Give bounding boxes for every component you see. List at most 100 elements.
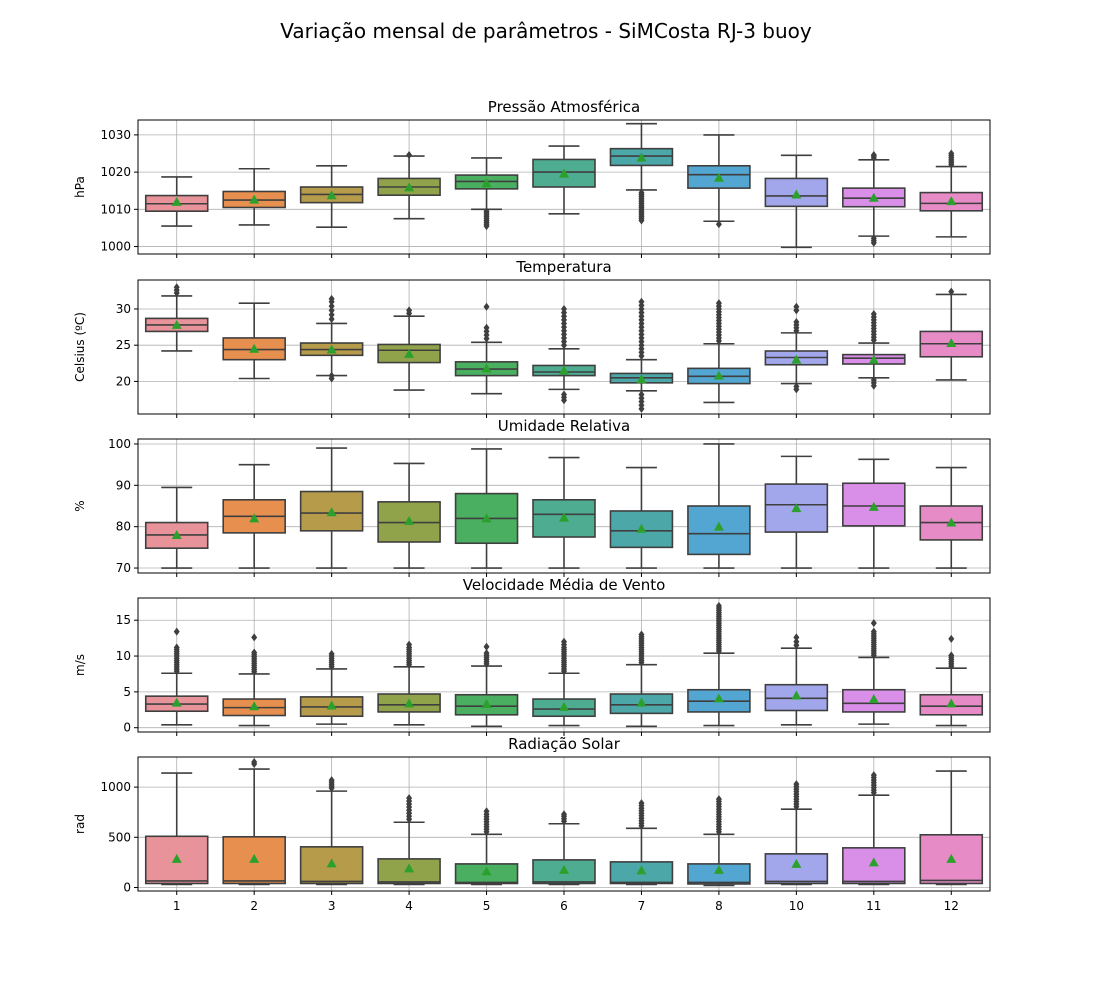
- box-month-12: [919, 770, 984, 886]
- x-tick-label: 12: [944, 899, 959, 913]
- outlier-point: [715, 299, 722, 308]
- outlier-point: [483, 302, 490, 311]
- outlier-point: [715, 601, 722, 610]
- box-month-8: [687, 443, 751, 569]
- mean-marker: [868, 694, 879, 704]
- outlier-point: [715, 795, 722, 804]
- outlier-point: [715, 220, 722, 229]
- outlier-point: [870, 381, 877, 390]
- box-month-12: [919, 149, 984, 238]
- outlier-point: [561, 637, 567, 646]
- y-tick-label: 1020: [100, 165, 131, 179]
- mean-marker: [404, 698, 415, 708]
- box-month-7: [609, 466, 674, 569]
- x-tick-label: 5: [483, 899, 491, 913]
- mean-marker: [481, 363, 492, 373]
- outlier-point: [173, 283, 180, 292]
- x-tick-label: 1: [173, 899, 181, 913]
- outlier-point: [406, 306, 413, 315]
- box-month-1: [144, 176, 209, 227]
- box-month-7: [609, 297, 674, 413]
- box-month-1: [144, 627, 209, 726]
- y-tick-label: 90: [116, 478, 131, 492]
- mean-marker: [636, 523, 647, 533]
- box-month-5: [454, 302, 519, 395]
- box-month-5: [454, 448, 519, 569]
- mean-marker: [326, 700, 337, 710]
- outlier-point: [638, 297, 645, 306]
- outlier-point: [483, 642, 490, 651]
- y-tick-label: 10: [116, 649, 131, 663]
- box-month-2: [222, 633, 286, 727]
- outlier-point: [870, 150, 877, 159]
- box-iqr: [687, 863, 751, 885]
- y-tick-label: 0: [123, 721, 131, 735]
- outlier-point: [328, 306, 335, 315]
- outlier-point: [793, 302, 800, 311]
- panel-title: Velocidade Média de Vento: [463, 576, 666, 594]
- y-tick-label: 5: [123, 685, 131, 699]
- box-month-10: [764, 633, 829, 726]
- outlier-point: [251, 648, 258, 657]
- y-tick-label: 25: [116, 338, 131, 352]
- box-month-4: [377, 462, 441, 569]
- mean-marker: [249, 853, 260, 863]
- y-tick-label: 1010: [100, 202, 131, 216]
- box-month-6: [532, 810, 596, 886]
- mean-marker: [868, 192, 879, 202]
- mean-marker: [946, 338, 957, 348]
- mean-marker: [946, 517, 957, 527]
- mean-marker: [326, 858, 337, 868]
- outlier-point: [870, 619, 877, 628]
- panel-1: 1000 1010 1020 1030 Pressão Atmosférica hPa: [73, 98, 991, 258]
- outlier-point: [948, 287, 955, 296]
- mean-marker: [791, 690, 802, 700]
- box-iqr: [764, 853, 829, 885]
- mean-marker: [404, 515, 415, 525]
- outlier-point: [328, 302, 335, 311]
- outlier-point: [483, 649, 490, 658]
- x-tick-label: 10: [789, 899, 804, 913]
- box-month-5: [454, 157, 519, 231]
- outlier-point: [328, 294, 335, 303]
- outlier-point: [793, 637, 800, 646]
- mean-marker: [404, 348, 415, 358]
- box-month-4: [377, 640, 441, 726]
- outlier-point: [406, 150, 413, 159]
- x-tick-label: 6: [560, 899, 568, 913]
- box-month-12: [919, 287, 984, 381]
- mean-marker: [171, 697, 182, 707]
- box-month-7: [609, 122, 674, 225]
- y-tick-label: 70: [116, 561, 131, 575]
- box-month-1: [144, 283, 209, 352]
- outlier-point: [251, 633, 258, 642]
- box-month-3: [299, 164, 364, 228]
- box-month-2: [222, 167, 286, 226]
- mean-marker: [481, 699, 492, 709]
- panel-title: Temperatura: [515, 258, 611, 276]
- mean-marker: [481, 513, 492, 523]
- box-month-11: [842, 458, 906, 569]
- y-tick-label: 1000: [100, 780, 131, 794]
- outlier-point: [948, 651, 955, 660]
- outlier-point: [328, 649, 335, 658]
- mean-marker: [326, 344, 337, 354]
- mean-marker: [713, 864, 724, 874]
- outlier-point: [870, 627, 877, 636]
- box-month-10: [764, 780, 829, 886]
- panel-title: Pressão Atmosférica: [488, 98, 640, 116]
- outlier-point: [638, 216, 645, 225]
- mean-marker: [559, 864, 569, 874]
- box-month-1: [144, 772, 209, 886]
- mean-marker: [559, 512, 569, 522]
- outlier-point: [328, 310, 335, 319]
- box-month-10: [764, 154, 829, 249]
- mean-marker: [171, 319, 182, 329]
- outlier-point: [328, 371, 335, 380]
- box-month-8: [687, 299, 751, 404]
- box-month-3: [299, 776, 364, 886]
- outlier-point: [328, 776, 335, 785]
- box-month-8: [687, 134, 751, 229]
